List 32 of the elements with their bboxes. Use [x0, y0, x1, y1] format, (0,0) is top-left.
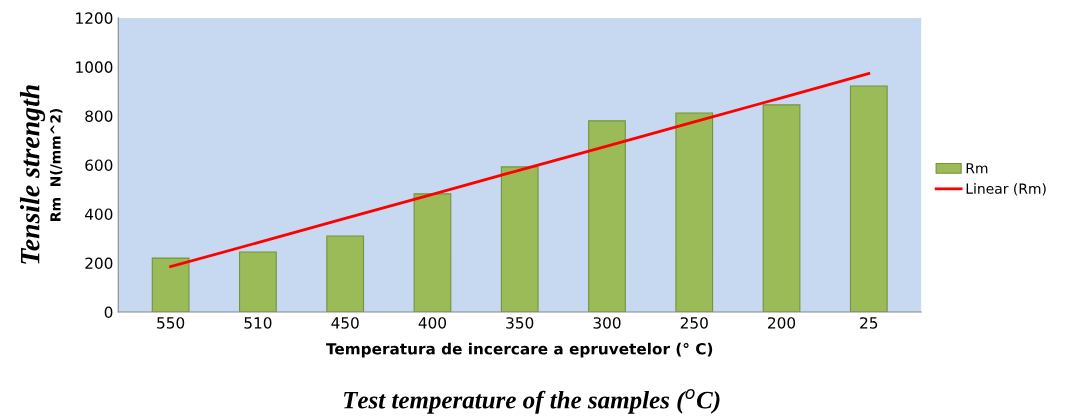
x-tick-label: 200	[768, 317, 796, 329]
x-axis-title: Temperatura de incercare a epruvetelor (° C)	[326, 342, 713, 358]
y-tick-label: 200	[85, 257, 113, 269]
line-series	[169, 72, 871, 269]
y-tick-label: 0	[104, 306, 113, 319]
y-tick-label: 800	[85, 110, 113, 122]
x-tick-label: 25	[860, 317, 878, 329]
x-tick-label: 250	[680, 317, 708, 329]
y-tick-label: 600	[85, 159, 113, 171]
bar	[675, 112, 714, 312]
x-tick-label: 300	[593, 317, 621, 329]
bar	[239, 251, 277, 312]
bar	[500, 166, 539, 312]
bar	[762, 104, 801, 312]
x-tick-label: 510	[244, 317, 272, 329]
text: Test temperature of the samples ($^{o}$C)	[343, 388, 720, 414]
x-tick-label: 350	[506, 317, 534, 329]
x-tick-label: 550	[157, 317, 185, 329]
bar	[588, 120, 626, 312]
bar	[151, 257, 190, 312]
y-axis-title: Rm N(/mm^2)	[49, 108, 63, 221]
y-tick-label: 400	[84, 208, 113, 220]
legend-label: Linear (Rm)	[966, 183, 1046, 196]
x-tick-label: 400	[418, 317, 447, 329]
bar	[849, 85, 888, 312]
x-tick-label: 450	[331, 317, 359, 329]
text: Tensile strength	[19, 85, 46, 264]
bar	[413, 193, 452, 312]
legend-label: Rm	[966, 163, 988, 174]
y-tick-label: 1200	[76, 12, 113, 24]
bar	[326, 235, 365, 312]
y-tick-label: 1000	[76, 61, 113, 73]
